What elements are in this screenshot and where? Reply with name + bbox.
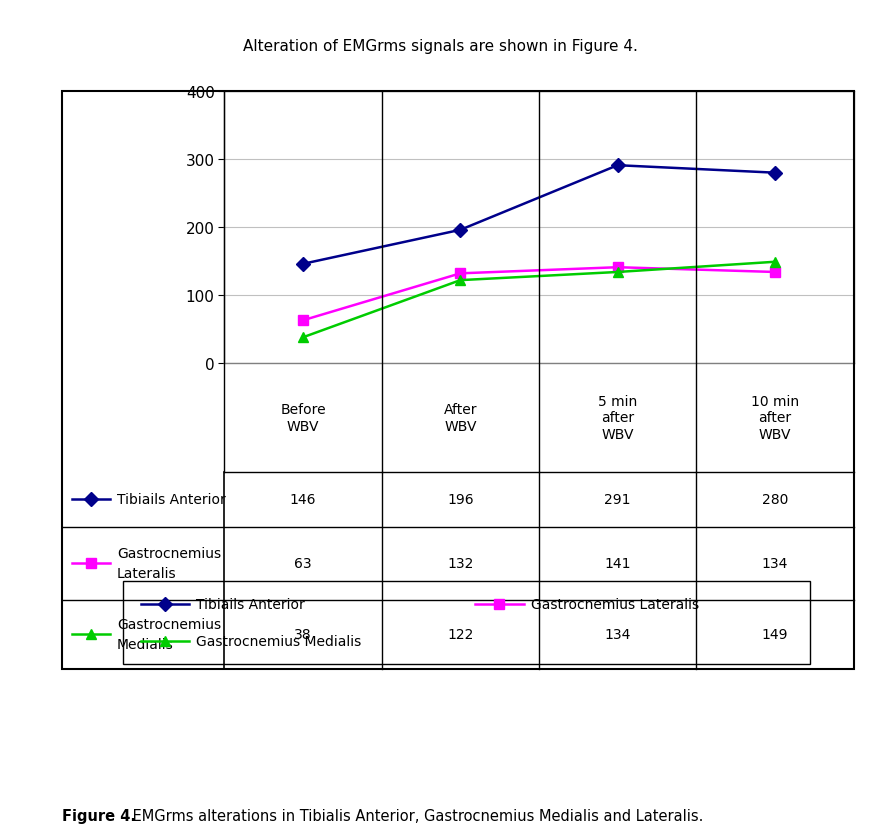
- Text: 280: 280: [762, 493, 788, 507]
- Text: 10 min
after
WBV: 10 min after WBV: [751, 395, 799, 441]
- Text: Gastrocnemius: Gastrocnemius: [117, 547, 221, 561]
- Text: 291: 291: [605, 493, 631, 507]
- Text: 38: 38: [294, 628, 312, 641]
- Text: Tibiails Anterior: Tibiails Anterior: [196, 598, 305, 611]
- Text: 146: 146: [290, 493, 316, 507]
- Text: 132: 132: [447, 557, 473, 571]
- Text: Alteration of EMGrms signals are shown in Figure 4.: Alteration of EMGrms signals are shown i…: [243, 38, 637, 54]
- Text: 196: 196: [447, 493, 473, 507]
- Text: Gastrocnemius: Gastrocnemius: [117, 618, 221, 631]
- Text: Gastrocnemius Lateralis: Gastrocnemius Lateralis: [531, 598, 699, 611]
- Text: Figure 4.: Figure 4.: [62, 808, 136, 823]
- Text: 134: 134: [605, 628, 631, 641]
- Text: EMGrms alterations in Tibialis Anterior, Gastrocnemius Medialis and Lateralis.: EMGrms alterations in Tibialis Anterior,…: [128, 808, 703, 823]
- Text: 5 min
after
WBV: 5 min after WBV: [598, 395, 637, 441]
- Text: Before
WBV: Before WBV: [280, 403, 326, 433]
- Text: 149: 149: [762, 628, 788, 641]
- Text: 63: 63: [294, 557, 312, 571]
- Text: Gastrocnemius Medialis: Gastrocnemius Medialis: [196, 635, 362, 648]
- Text: Lateralis: Lateralis: [117, 567, 177, 581]
- Text: After
WBV: After WBV: [444, 403, 477, 433]
- Text: 134: 134: [762, 557, 788, 571]
- Text: Medialis: Medialis: [117, 638, 173, 651]
- Text: 141: 141: [605, 557, 631, 571]
- Text: 122: 122: [447, 628, 473, 641]
- Text: Tibiails Anterior: Tibiails Anterior: [117, 493, 226, 507]
